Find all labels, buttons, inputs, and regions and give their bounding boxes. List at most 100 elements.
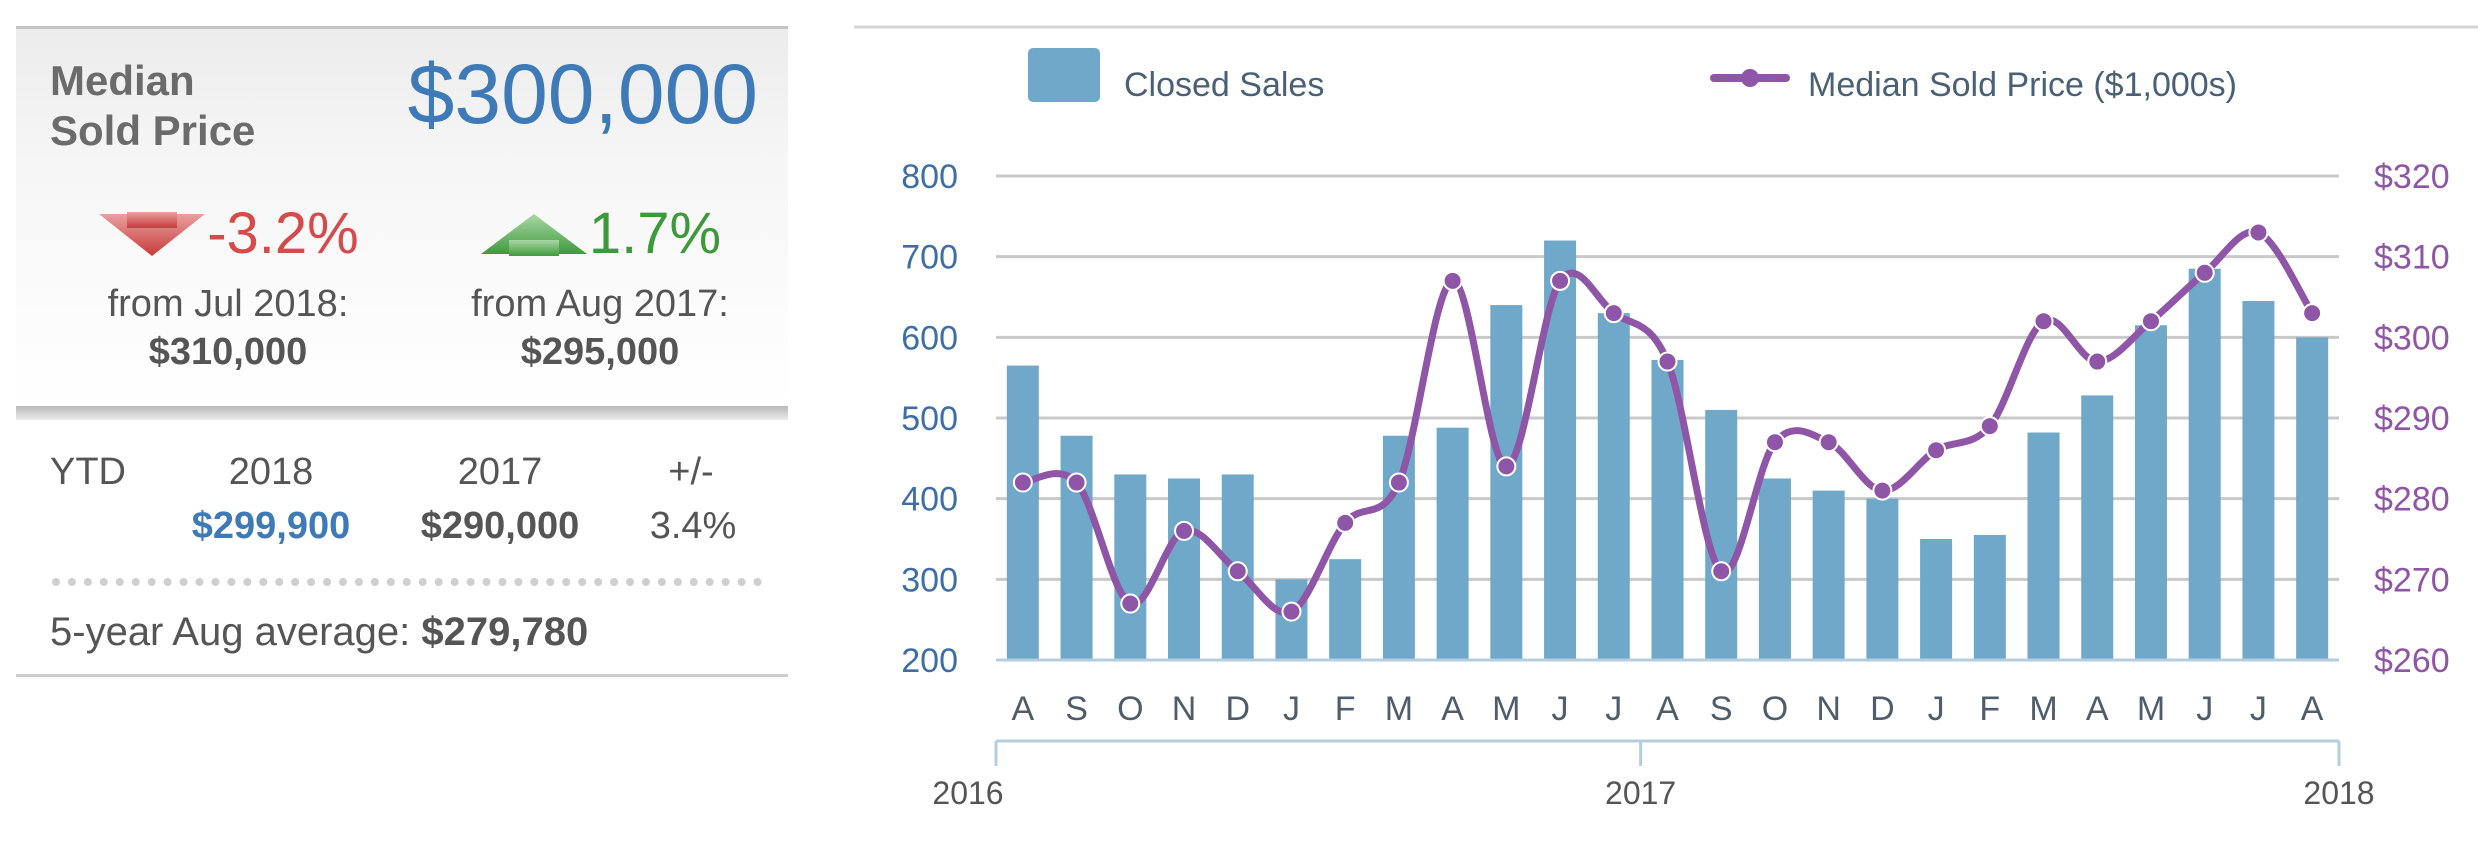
- bar-closed-sales: [1597, 313, 1630, 660]
- line-median-price: [1022, 228, 2316, 617]
- point-median-price: [2087, 351, 2108, 372]
- x-tick-label: N: [1816, 690, 1841, 728]
- year-change-pct: 1.7%: [588, 201, 722, 266]
- year-change-amount: $295,000: [520, 331, 680, 373]
- x-tick-label: S: [1710, 690, 1733, 728]
- point-median-price: [1550, 270, 1571, 291]
- ytd-year-a: 2018: [228, 451, 314, 493]
- ytd-value-b: $290,000: [420, 505, 580, 547]
- dotted-divider: [52, 578, 762, 586]
- point-median-price: [1872, 480, 1893, 501]
- x-tick-label: M: [1492, 690, 1520, 728]
- ytd-table: YTD 2018 2017 +/- $299,900 $290,000 3.4%: [16, 446, 788, 556]
- bar-closed-sales: [2134, 325, 2167, 660]
- headline-label: Median Sold Price: [50, 56, 255, 156]
- bar-closed-sales: [1973, 534, 2006, 660]
- bar-closed-sales: [1758, 478, 1791, 660]
- point-median-price: [2033, 311, 2054, 332]
- x-tick-label: J: [2250, 690, 2267, 728]
- bar-closed-sales: [1920, 539, 1953, 660]
- y-right-tick-label: $270: [2374, 561, 2450, 599]
- bar-closed-sales: [2027, 432, 2060, 660]
- x-tick-label: J: [1283, 690, 1300, 728]
- card-bottom-rule: [16, 674, 788, 677]
- legend-label-median-price: Median Sold Price ($1,000s): [1808, 66, 2237, 104]
- bar-closed-sales: [2296, 337, 2329, 660]
- legend-label-closed-sales: Closed Sales: [1124, 66, 1324, 104]
- bar-closed-sales: [1490, 305, 1523, 660]
- x-tick-label: O: [1117, 690, 1143, 728]
- point-median-price: [1335, 512, 1356, 533]
- point-median-price: [1657, 351, 1678, 372]
- point-median-price: [1174, 520, 1195, 541]
- bar-closed-sales: [1866, 498, 1899, 660]
- point-median-price: [1281, 601, 1302, 622]
- y-left-tick-label: 700: [901, 239, 958, 277]
- bar-closed-sales: [1329, 559, 1362, 660]
- point-median-price: [1979, 416, 2000, 437]
- y-right-tick-label: $280: [2374, 481, 2450, 519]
- headline-label-line2: Sold Price: [50, 107, 256, 154]
- y-left-tick-label: 200: [901, 642, 958, 680]
- x-tick-label: A: [1441, 690, 1464, 728]
- bar-closed-sales: [1705, 409, 1738, 660]
- point-median-price: [1764, 432, 1785, 453]
- chart-svg: Closed Sales Median Sold Price ($1,000s) 2…: [854, 25, 2478, 811]
- up-arrow-icon: [480, 214, 587, 256]
- bar-closed-sales: [2242, 301, 2275, 660]
- point-median-price: [1012, 472, 1033, 493]
- legend-line-marker: [1741, 69, 1759, 87]
- five-year-average-label: 5-year Aug average:: [50, 610, 411, 654]
- x-tick-label: A: [1012, 690, 1035, 728]
- year-label: 2018: [2303, 775, 2374, 811]
- x-tick-label: M: [1385, 690, 1413, 728]
- point-median-price: [1066, 472, 1087, 493]
- y-left-tick-label: 300: [901, 561, 958, 599]
- x-tick-label: A: [2086, 690, 2109, 728]
- x-tick-label: O: [1762, 690, 1788, 728]
- sales-price-chart: Closed Sales Median Sold Price ($1,000s) 2…: [854, 0, 2478, 848]
- point-median-price: [1818, 432, 1839, 453]
- bar-closed-sales: [1812, 490, 1845, 660]
- point-median-price: [1711, 561, 1732, 582]
- y-left-tick-label: 800: [901, 158, 958, 196]
- x-tick-label: S: [1065, 690, 1088, 728]
- headline-label-line1: Median: [50, 57, 195, 104]
- point-median-price: [1496, 456, 1517, 477]
- point-median-price: [1227, 561, 1248, 582]
- point-median-price: [2302, 303, 2323, 324]
- y-right-tick-label: $310: [2374, 239, 2450, 277]
- y-right-tick-label: $290: [2374, 400, 2450, 438]
- ytd-diff-label: +/-: [668, 451, 714, 493]
- point-median-price: [2194, 262, 2215, 283]
- x-tick-label: N: [1172, 690, 1197, 728]
- bar-closed-sales: [1168, 478, 1201, 660]
- point-median-price: [1926, 440, 1947, 461]
- x-tick-label: D: [1870, 690, 1895, 728]
- x-tick-label: M: [2137, 690, 2165, 728]
- five-year-average: 5-year Aug average: $279,780: [50, 606, 588, 658]
- point-median-price: [2140, 311, 2161, 332]
- headline-value: $300,000: [407, 47, 758, 141]
- point-median-price: [1120, 593, 1141, 614]
- x-tick-label: F: [1335, 690, 1356, 728]
- x-tick-label: J: [1928, 690, 1945, 728]
- x-tick-label: D: [1225, 690, 1250, 728]
- bar-closed-sales: [2081, 395, 2114, 660]
- median-price-card: Median Sold Price $300,000 -3.2% from Ju…: [16, 26, 788, 680]
- month-change: -3.2% from Jul 2018: $310,000: [58, 202, 398, 376]
- y-left-tick-label: 600: [901, 319, 958, 357]
- ytd-label: YTD: [50, 451, 126, 493]
- year-label: 2017: [1605, 775, 1676, 811]
- year-change: 1.7% from Aug 2017: $295,000: [430, 202, 770, 376]
- bar-closed-sales: [2188, 268, 2221, 660]
- year-change-from: from Aug 2017:: [471, 283, 729, 325]
- bar-closed-sales: [1006, 365, 1039, 660]
- point-median-price: [1388, 472, 1409, 493]
- ytd-diff: 3.4%: [649, 505, 737, 547]
- bar-closed-sales: [1060, 435, 1093, 660]
- y-left-tick-label: 400: [901, 481, 958, 519]
- x-tick-label: J: [2196, 690, 2213, 728]
- y-right-tick-label: $320: [2374, 158, 2450, 196]
- ytd-year-b: 2017: [457, 451, 543, 493]
